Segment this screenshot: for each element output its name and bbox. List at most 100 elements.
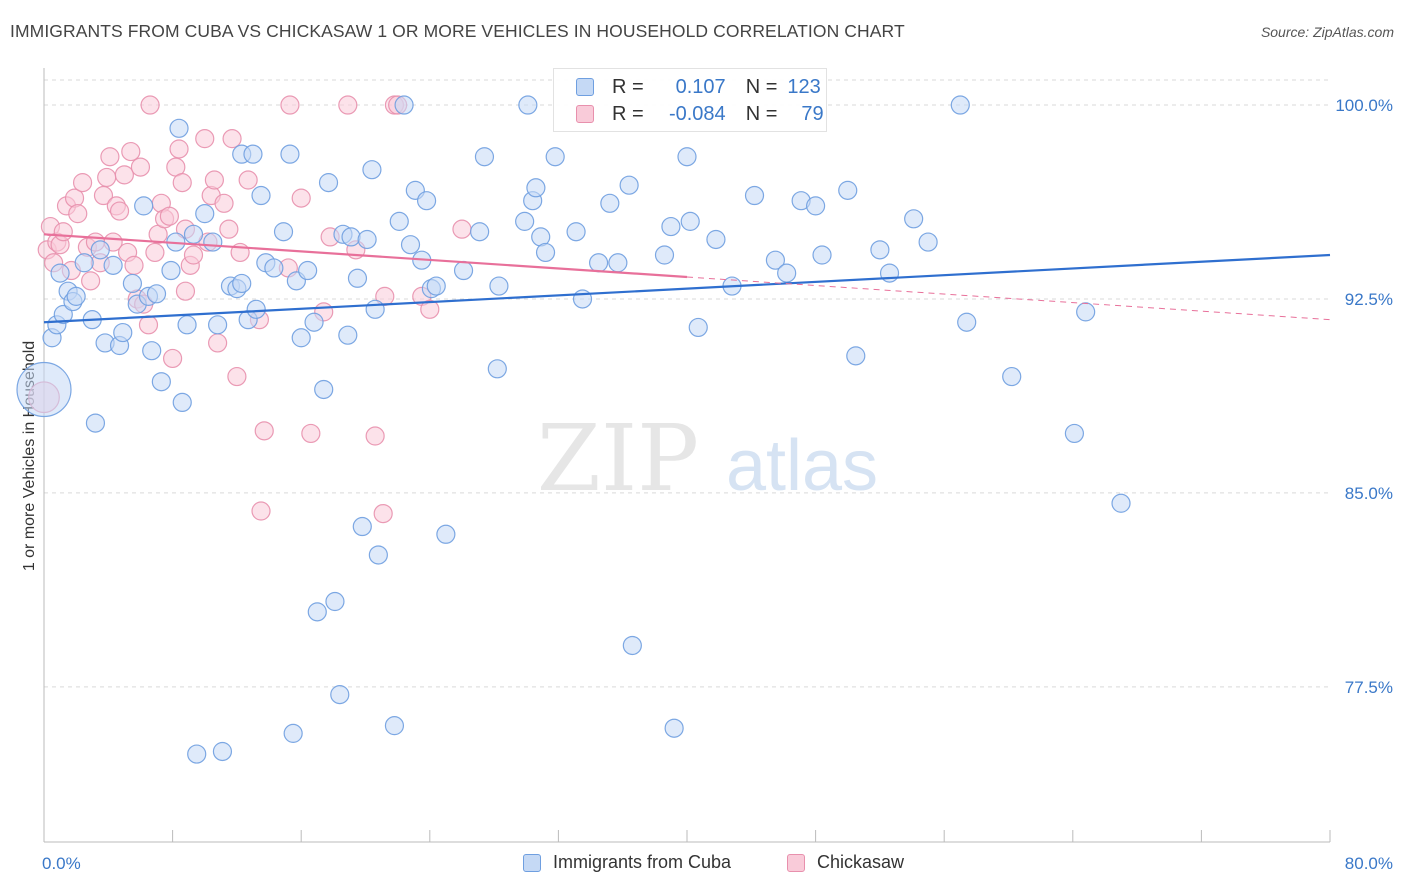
bottom-legend-swatch-cuba: [523, 853, 541, 872]
chickasaw-point: [93, 185, 114, 206]
legend-r-value: -0.084: [668, 102, 726, 125]
cuba-point: [283, 723, 303, 743]
cuba-point: [187, 744, 207, 764]
cuba-point: [526, 178, 546, 198]
cuba-point: [183, 224, 204, 244]
cuba-point: [1076, 302, 1096, 322]
chickasaw-point: [97, 167, 117, 188]
cuba-point: [518, 95, 538, 115]
y-tick-label: 85.0%: [1345, 484, 1393, 503]
cuba-point: [389, 211, 409, 231]
cuba-point: [113, 322, 133, 343]
cuba-point: [680, 211, 700, 231]
chickasaw-point: [183, 245, 204, 265]
chickasaw-point: [109, 201, 130, 221]
chickasaw-point: [420, 299, 440, 319]
cuba-point: [688, 317, 708, 338]
cuba-point: [957, 312, 977, 332]
cuba-point: [664, 718, 684, 738]
chickasaw-point: [204, 170, 224, 190]
cuba-point: [280, 144, 300, 164]
chickasaw-point: [138, 315, 159, 335]
cuba-point: [394, 95, 414, 115]
cuba-point: [706, 229, 726, 250]
chickasaw-point: [452, 219, 472, 239]
legend-n-label: N =: [745, 102, 778, 125]
cuba-point: [195, 204, 215, 224]
cuba-point: [177, 315, 197, 335]
x-tick-label: 80.0%: [1345, 854, 1393, 873]
cuba-point: [436, 524, 456, 544]
chickasaw-point: [338, 95, 358, 115]
chickasaw-trend-extension: [686, 276, 1331, 321]
cuba-point: [314, 379, 334, 400]
cuba-trend-line: [43, 253, 1331, 324]
chickasaw-point: [214, 193, 234, 213]
cuba-point: [169, 118, 189, 138]
cuba-point: [50, 263, 70, 283]
cuba-point: [53, 304, 73, 325]
y-tick-label: 77.5%: [1345, 678, 1393, 697]
axes: [43, 68, 1331, 843]
cuba-point: [846, 346, 866, 366]
x-tick-label: 0.0%: [42, 854, 81, 873]
chickasaw-point: [130, 157, 151, 177]
cuba-point: [134, 196, 154, 216]
cuba-point: [352, 516, 372, 537]
cuba-point: [777, 263, 797, 283]
chickasaw-point: [159, 206, 179, 226]
cuba-point: [765, 250, 786, 270]
cuba-point: [264, 258, 284, 278]
cuba-point: [1064, 423, 1085, 444]
bottom-legend-cuba[interactable]: Immigrants from Cuba: [523, 852, 731, 873]
legend-r-label: R =: [612, 102, 644, 125]
bottom-legend-chickasaw[interactable]: Chickasaw: [787, 852, 904, 873]
chickasaw-point: [291, 188, 311, 208]
cuba-point: [341, 227, 361, 247]
watermark-atlas: atlas: [726, 426, 878, 506]
watermark: ZIP atlas: [537, 405, 878, 512]
cuba-point: [325, 591, 345, 612]
cuba-point: [291, 328, 311, 348]
cuba-point: [298, 260, 318, 281]
cuba-point: [744, 185, 765, 206]
chickasaw-point: [175, 281, 196, 301]
cuba-point: [588, 253, 609, 273]
chickasaw-point: [169, 139, 189, 159]
cuba-points: [16, 95, 1131, 764]
chickasaw-point: [140, 95, 160, 115]
bottom-legend-swatch-chickasaw: [787, 853, 805, 872]
y-tick-label: 92.5%: [1345, 290, 1393, 309]
chickasaw-point: [163, 348, 183, 369]
cuba-point: [416, 191, 437, 211]
cuba-point: [273, 222, 294, 242]
chickasaw-point: [172, 173, 192, 193]
cuba-point: [904, 209, 924, 229]
chickasaw-point: [280, 95, 300, 115]
cuba-point: [161, 260, 181, 281]
cuba-point: [347, 268, 368, 288]
cuba-point: [515, 211, 535, 231]
chickasaw-trend-line: [43, 233, 688, 279]
cuba-point: [622, 635, 642, 656]
cuba-point: [384, 716, 405, 736]
cuba-point: [172, 392, 192, 413]
cuba-point: [85, 413, 106, 433]
cuba-point: [362, 160, 382, 180]
bottom-legend-label-cuba: Immigrants from Cuba: [553, 852, 732, 872]
cuba-point: [426, 276, 446, 296]
tick-labels: 100.0% 92.5% 85.0% 77.5% 0.0% 80.0%: [42, 96, 1393, 873]
chart-title: IMMIGRANTS FROM CUBA VS CHICKASAW 1 OR M…: [10, 21, 905, 41]
source-credit[interactable]: Source: ZipAtlas.com: [1260, 24, 1394, 40]
chickasaw-point: [53, 222, 73, 242]
cuba-point: [251, 185, 271, 206]
legend-row-cuba: R = 0.107 N = 123: [576, 74, 821, 100]
cuba-point: [243, 144, 263, 164]
cuba-point: [365, 299, 385, 319]
chickasaw-point: [195, 129, 215, 149]
chickasaw-point: [100, 147, 120, 167]
cuba-point: [142, 341, 162, 361]
chickasaw-point: [208, 333, 228, 353]
cuba-point: [232, 273, 252, 294]
